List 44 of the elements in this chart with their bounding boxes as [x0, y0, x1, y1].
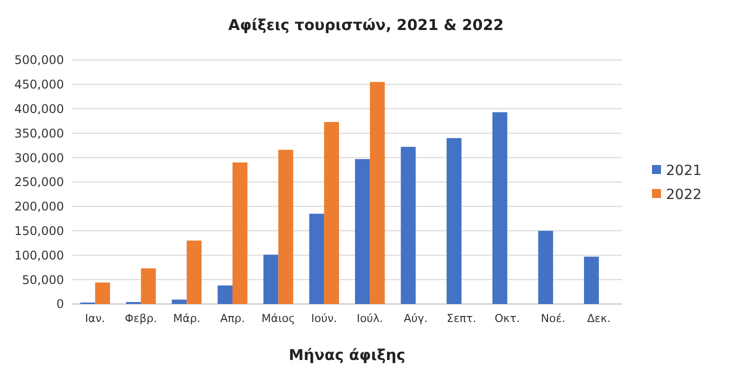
- x-tick-label: Ιαν.: [85, 312, 106, 325]
- x-axis-title: Μήνας άφιξης: [288, 346, 406, 364]
- y-tick-label: 350,000: [14, 126, 64, 140]
- x-tick-label: Νοέ.: [540, 312, 566, 325]
- bar: [263, 254, 278, 304]
- y-tick-label: 100,000: [14, 248, 64, 262]
- x-tick-label: Φεβρ.: [124, 312, 157, 325]
- legend-label: 2021: [666, 162, 702, 179]
- bar: [584, 256, 599, 304]
- y-tick-label: 0: [56, 297, 64, 312]
- bar: [355, 159, 370, 304]
- x-tick-label: Σεπτ.: [446, 312, 476, 325]
- bar: [140, 268, 156, 304]
- x-tick-label: Οκτ.: [494, 312, 520, 325]
- bar: [492, 112, 508, 304]
- bar: [400, 146, 416, 304]
- bar: [95, 282, 110, 304]
- x-tick-label: Μάρ.: [173, 312, 200, 325]
- x-tick-label: Ιούν.: [311, 312, 338, 325]
- bar: [172, 300, 187, 304]
- y-tick-label: 450,000: [14, 78, 64, 92]
- bar: [446, 138, 462, 304]
- y-tick-label: 300,000: [14, 150, 64, 165]
- bar: [370, 82, 385, 304]
- y-tick-label: 50,000: [22, 272, 64, 287]
- y-tick-label: 200,000: [14, 200, 64, 214]
- y-tick-label: 250,000: [14, 175, 64, 190]
- bar: [218, 285, 233, 304]
- bar: [278, 150, 294, 304]
- y-tick-label: 500,000: [14, 53, 64, 68]
- legend-label: 2022: [666, 186, 702, 203]
- bar: [232, 162, 248, 304]
- x-tick-label: Ιούλ.: [356, 312, 384, 325]
- y-tick-label: 400,000: [14, 102, 64, 116]
- chart-title: Αφίξεις τουριστών, 2021 & 2022: [228, 16, 504, 34]
- bar: [324, 122, 339, 304]
- bar: [309, 214, 324, 304]
- bar: [538, 230, 554, 304]
- x-tick-label: Απρ.: [220, 312, 245, 325]
- x-tick-label: Δεκ.: [587, 312, 611, 325]
- y-tick-label: 150,000: [14, 224, 64, 238]
- bar: [186, 240, 202, 304]
- x-tick-label: Μάιος: [261, 312, 296, 325]
- x-tick-label: Αύγ.: [404, 312, 428, 325]
